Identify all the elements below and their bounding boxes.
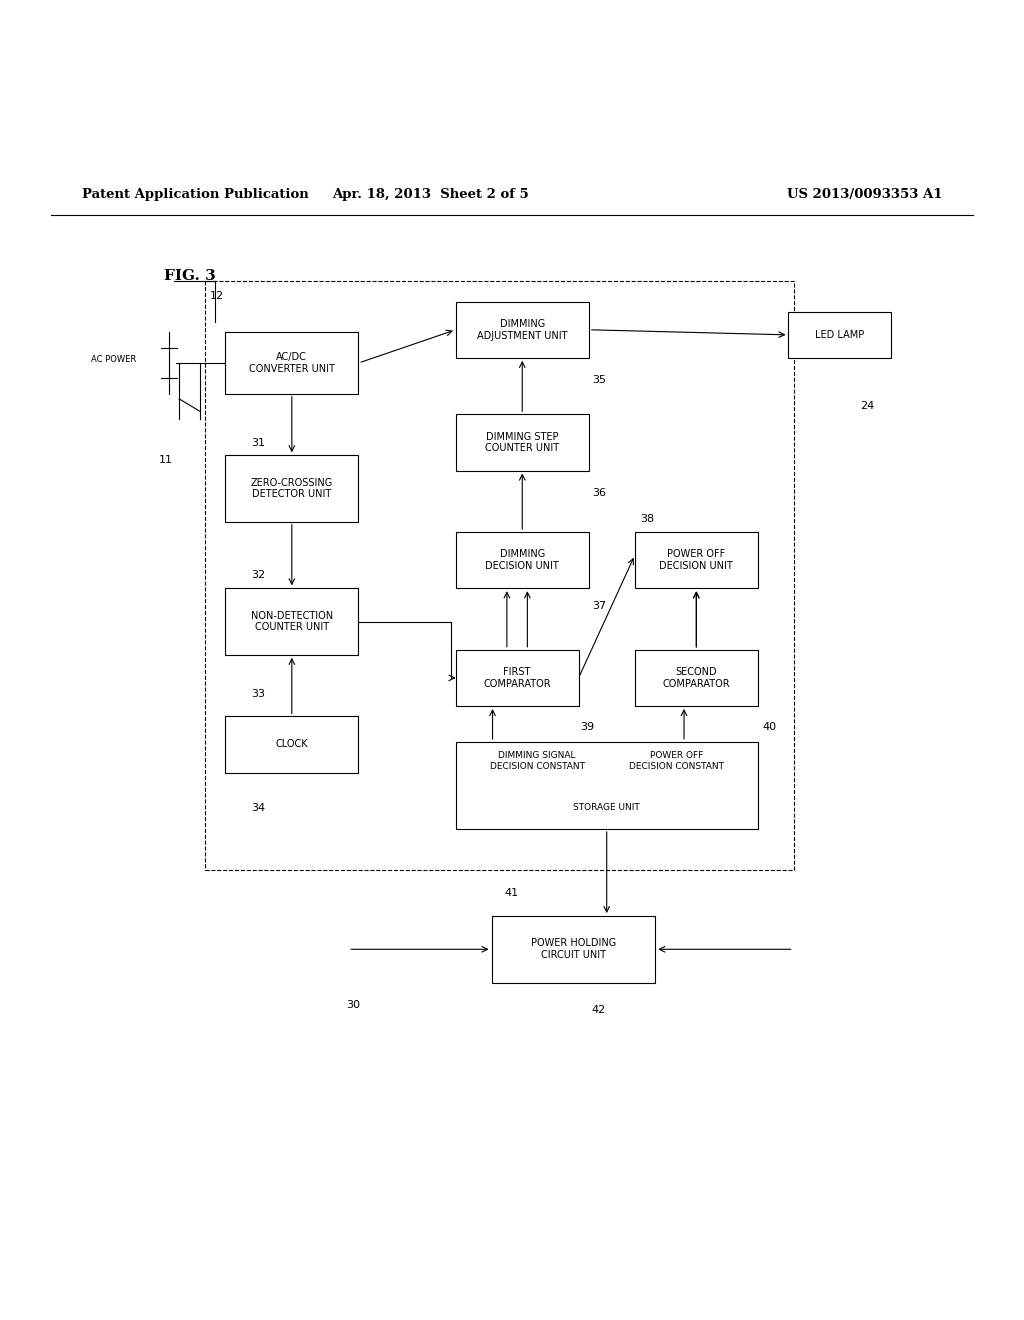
Text: STORAGE UNIT: STORAGE UNIT	[573, 803, 640, 812]
Text: POWER HOLDING
CIRCUIT UNIT: POWER HOLDING CIRCUIT UNIT	[530, 939, 616, 960]
FancyBboxPatch shape	[456, 532, 589, 589]
Text: 12: 12	[210, 292, 224, 301]
Text: 41: 41	[505, 888, 519, 899]
FancyBboxPatch shape	[788, 312, 891, 358]
Text: 30: 30	[346, 1001, 360, 1010]
Text: NON-DETECTION
COUNTER UNIT: NON-DETECTION COUNTER UNIT	[251, 611, 333, 632]
Text: POWER OFF
DECISION CONSTANT: POWER OFF DECISION CONSTANT	[629, 751, 724, 771]
Text: 37: 37	[592, 601, 606, 611]
Text: 39: 39	[581, 722, 595, 731]
Text: 32: 32	[251, 570, 265, 579]
Text: FIG. 3: FIG. 3	[164, 269, 216, 282]
FancyBboxPatch shape	[225, 589, 358, 655]
Text: 38: 38	[640, 513, 654, 524]
FancyBboxPatch shape	[635, 532, 758, 589]
FancyBboxPatch shape	[456, 301, 589, 358]
FancyBboxPatch shape	[456, 649, 579, 706]
FancyBboxPatch shape	[492, 916, 655, 982]
Text: 42: 42	[592, 1006, 606, 1015]
Text: CLOCK: CLOCK	[275, 739, 308, 750]
Text: Apr. 18, 2013  Sheet 2 of 5: Apr. 18, 2013 Sheet 2 of 5	[332, 187, 528, 201]
Text: DIMMING
DECISION UNIT: DIMMING DECISION UNIT	[485, 549, 559, 572]
Text: POWER OFF
DECISION UNIT: POWER OFF DECISION UNIT	[659, 549, 733, 572]
Text: LED LAMP: LED LAMP	[815, 330, 864, 339]
Text: 35: 35	[592, 375, 606, 385]
Text: 36: 36	[592, 488, 606, 498]
Text: Patent Application Publication: Patent Application Publication	[82, 187, 308, 201]
Text: 40: 40	[763, 722, 777, 731]
Text: US 2013/0093353 A1: US 2013/0093353 A1	[786, 187, 942, 201]
Text: 34: 34	[251, 804, 265, 813]
Text: DIMMING SIGNAL
DECISION CONSTANT: DIMMING SIGNAL DECISION CONSTANT	[489, 751, 585, 771]
Text: DIMMING STEP
COUNTER UNIT: DIMMING STEP COUNTER UNIT	[485, 432, 559, 453]
Text: ZERO-CROSSING
DETECTOR UNIT: ZERO-CROSSING DETECTOR UNIT	[251, 478, 333, 499]
Text: 11: 11	[159, 455, 173, 466]
Text: SECOND
COMPARATOR: SECOND COMPARATOR	[663, 667, 730, 689]
FancyBboxPatch shape	[635, 649, 758, 706]
Text: DIMMING
ADJUSTMENT UNIT: DIMMING ADJUSTMENT UNIT	[477, 319, 567, 341]
Text: 31: 31	[251, 438, 265, 447]
FancyBboxPatch shape	[225, 455, 358, 521]
Text: AC/DC
CONVERTER UNIT: AC/DC CONVERTER UNIT	[249, 352, 335, 374]
Text: 24: 24	[860, 401, 874, 411]
Text: AC POWER: AC POWER	[91, 355, 136, 364]
FancyBboxPatch shape	[225, 717, 358, 772]
Text: 33: 33	[251, 689, 265, 698]
FancyBboxPatch shape	[225, 333, 358, 393]
Text: FIRST
COMPARATOR: FIRST COMPARATOR	[483, 667, 551, 689]
FancyBboxPatch shape	[456, 742, 758, 829]
FancyBboxPatch shape	[456, 414, 589, 470]
